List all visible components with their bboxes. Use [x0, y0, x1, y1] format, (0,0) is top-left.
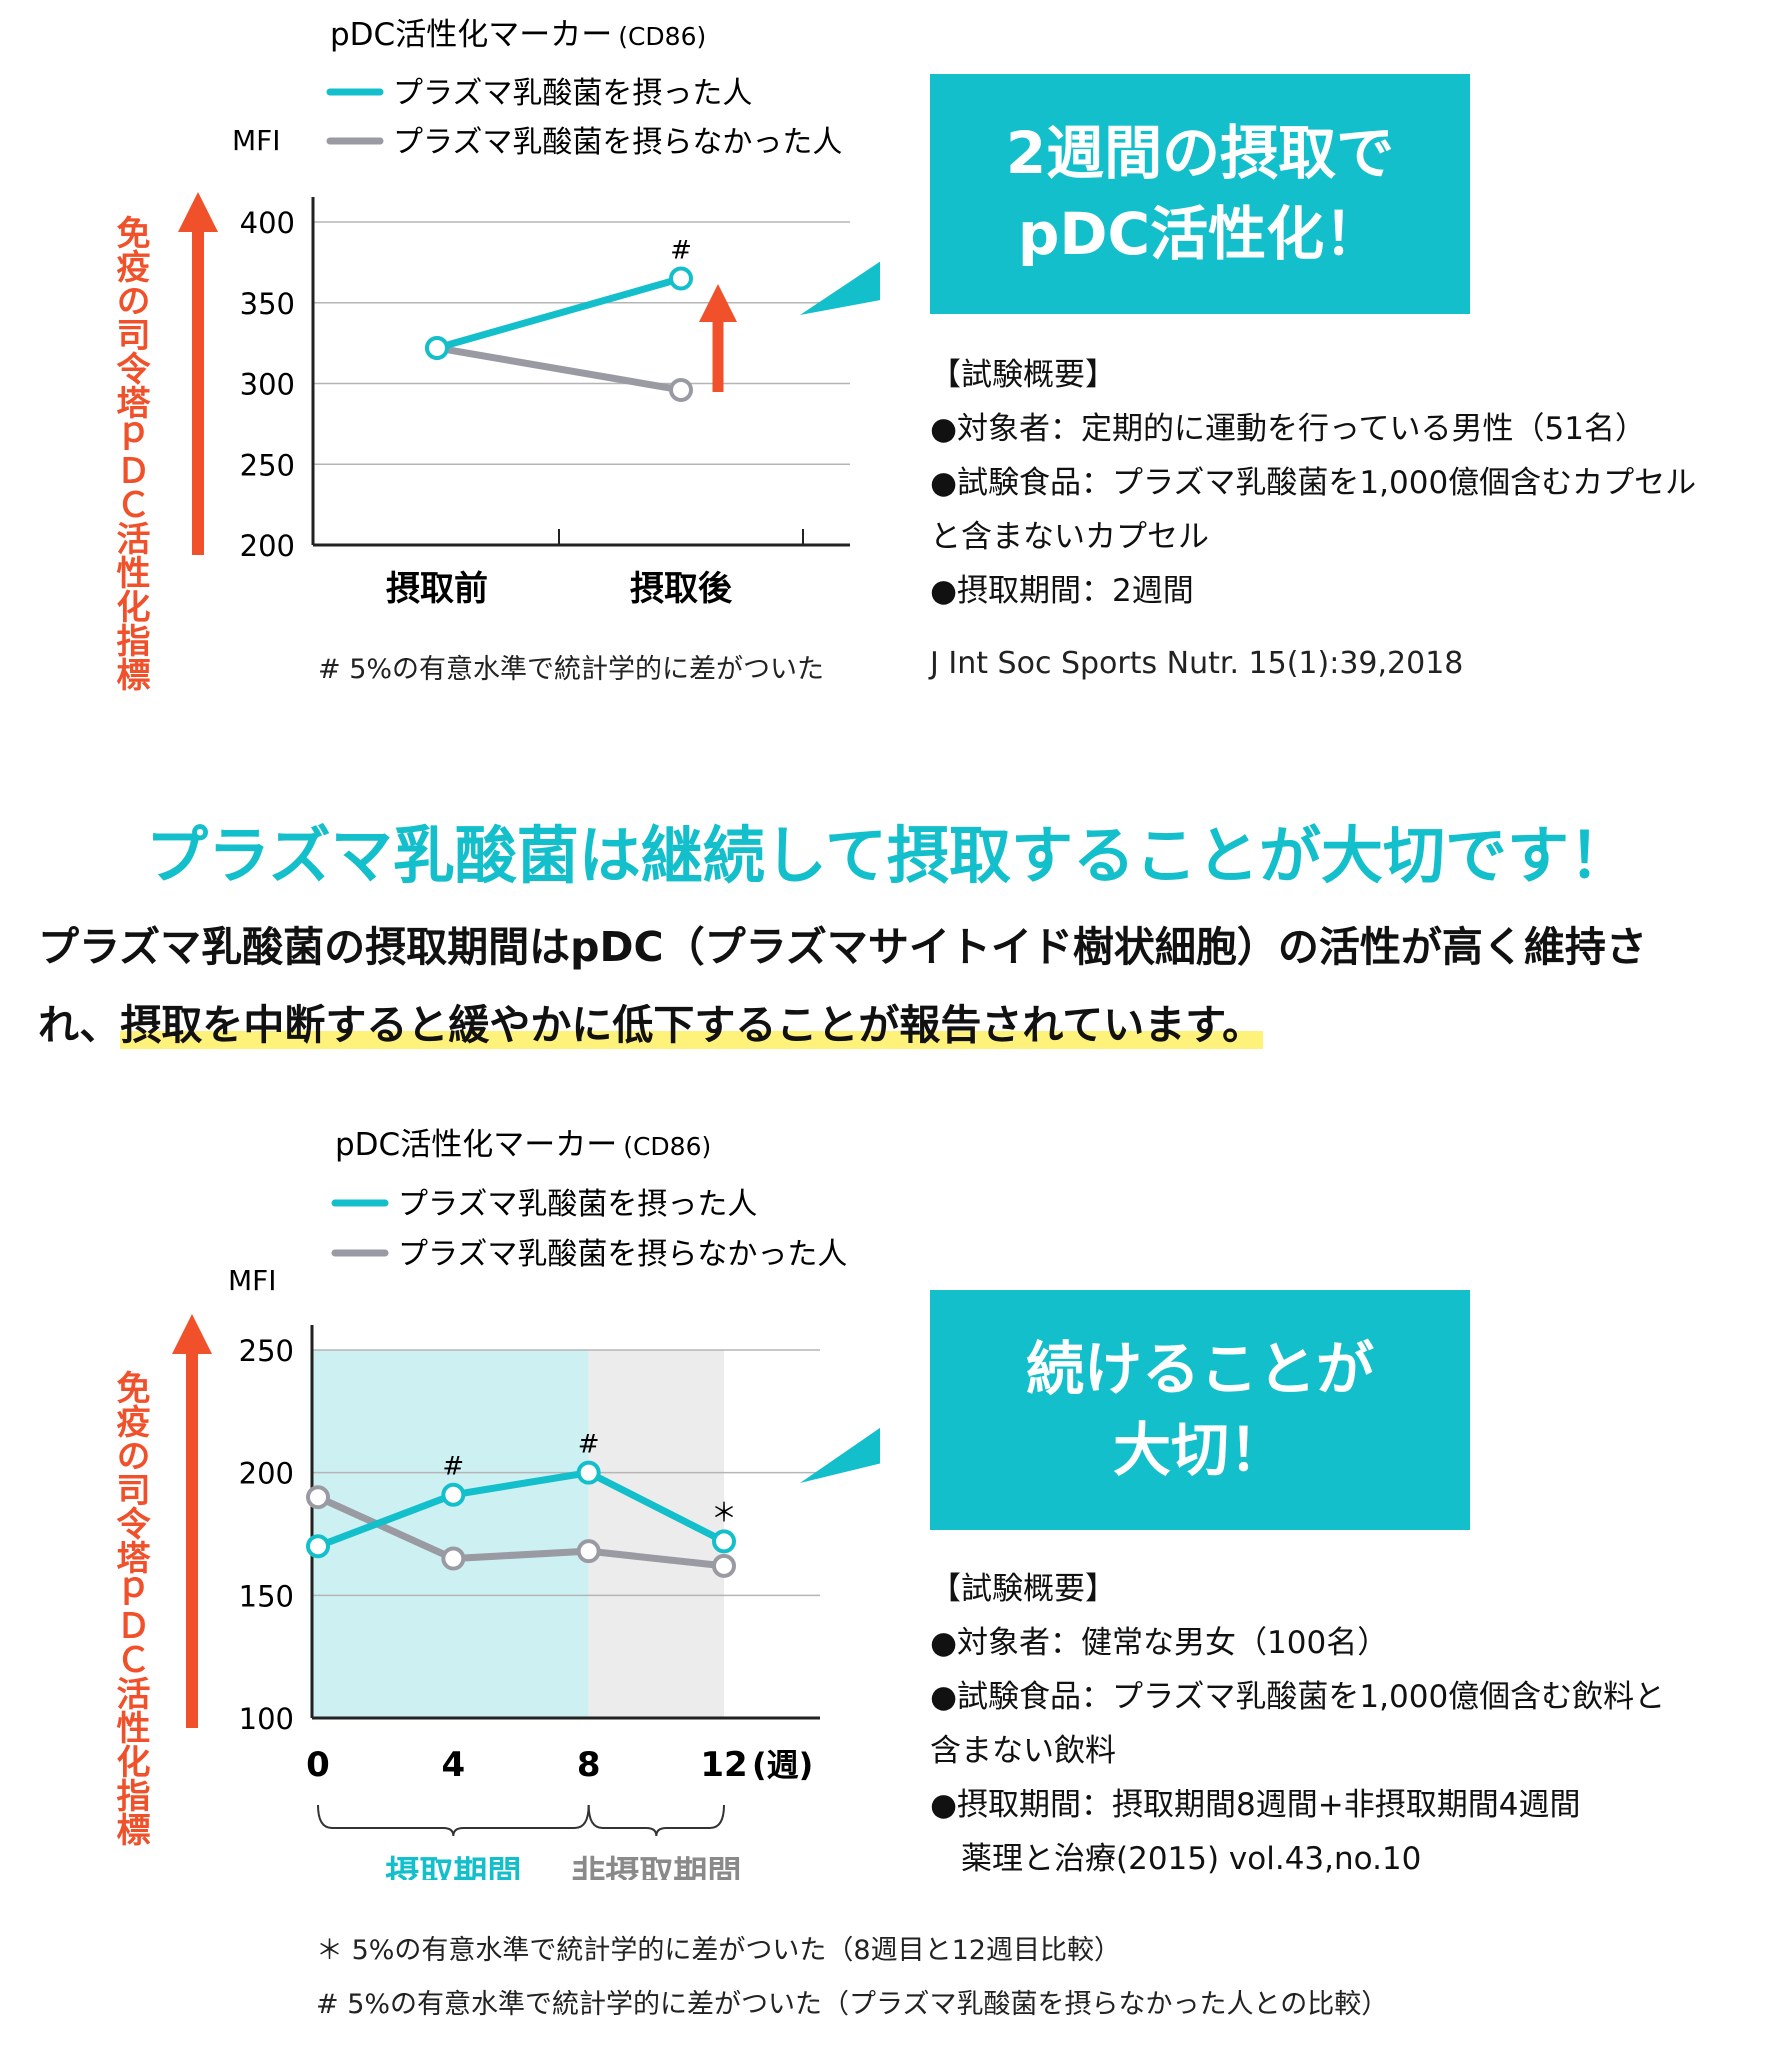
- y-tick-label: 250: [240, 448, 295, 482]
- y-tick-label: 250: [239, 1334, 294, 1368]
- data-point: [306, 1485, 330, 1510]
- summary-bottom-line-6: 薬理と治療(2015) vol.43,no.10: [930, 1841, 1422, 1877]
- data-point: [669, 266, 693, 291]
- y2-arrow-head: [172, 1314, 212, 1354]
- chart-1: pDC活性化マーカー (CD86) プラズマ乳酸菌を摂った人 プラズマ乳酸菌を摂ら…: [110, 17, 880, 691]
- chart-1-unit: MFI: [232, 124, 281, 157]
- chart-1-ylabel: 免疫の司令塔ｐＤＣ活性化指標: [110, 215, 150, 691]
- y-arrow-head: [178, 192, 218, 232]
- summary-top-line-5: ●摂取期間：2週間: [930, 573, 1194, 609]
- callout-bottom: 続けることが 大切！: [930, 1290, 1470, 1530]
- significance-mark: #: [578, 1430, 600, 1460]
- y-tick-label: 200: [240, 529, 295, 563]
- intro-line-1: プラズマ乳酸菌の摂取期間はpDC（プラズマサイトイド樹状細胞）の活性が高く維持さ: [38, 923, 1647, 971]
- y-tick-label: 300: [240, 368, 295, 402]
- data-point: [425, 335, 449, 360]
- summary-top-line-4: と含まないカプセル: [930, 519, 1209, 555]
- x-tick-label: 8: [577, 1745, 601, 1785]
- data-point: [712, 1529, 736, 1554]
- x-tick-label: 12: [700, 1745, 747, 1785]
- intro-line-2-prefix: れ、: [38, 1001, 121, 1049]
- callout-bottom-line-1: 続けることが: [1025, 1334, 1374, 1403]
- intro-paragraph: プラズマ乳酸菌の摂取期間はpDC（プラズマサイトイド樹状細胞）の活性が高く維持さ…: [38, 908, 1758, 1064]
- data-point: [441, 1546, 466, 1571]
- summary-bottom-line-1: 【試験概要】: [930, 1571, 1116, 1607]
- period-bracket: [317, 1804, 590, 1837]
- x-tick-label: 4: [441, 1745, 465, 1785]
- data-point: [712, 1553, 736, 1578]
- data-point: [576, 1460, 601, 1485]
- summary-top-line-2: ●対象者：定期的に運動を行っている男性（51名）: [930, 411, 1646, 447]
- headline: プラズマ乳酸菌は継続して摂取することが大切です！: [146, 819, 1631, 892]
- series-line: [316, 1469, 726, 1550]
- chart-2-title: pDC活性化マーカー (CD86): [335, 1127, 711, 1163]
- chart-2-note-1: ＊ 5%の有意水準で統計学的に差がついた（8週目と12週目比較）: [316, 1935, 1121, 1966]
- y-tick-label: 200: [239, 1457, 294, 1491]
- series-line: [436, 275, 682, 352]
- chart-2: pDC活性化マーカー (CD86) プラズマ乳酸菌を摂った人 プラズマ乳酸菌を摂ら…: [110, 1127, 880, 1880]
- x-unit-label: (週): [752, 1746, 813, 1784]
- data-point: [441, 1482, 466, 1507]
- summary-bottom-line-2: ●対象者：健常な男女（100名）: [930, 1625, 1389, 1661]
- x-tick-label: 0: [306, 1745, 330, 1785]
- summary-bottom-line-4: 含まない飲料: [930, 1733, 1116, 1769]
- intro-highlight: 摂取を中断すると緩やかに低下することが報告されています。: [120, 1001, 1264, 1049]
- summary-top: 【試験概要】 ●対象者：定期的に運動を行っている男性（51名） ●試験食品：プラ…: [930, 348, 1696, 618]
- significance-mark: ＊: [711, 1498, 737, 1528]
- chart-2-note-2: # 5%の有意水準で統計学的に差がついた（プラズマ乳酸菌を摂らなかった人との比較…: [316, 1989, 1389, 2020]
- chart-1-title: pDC活性化マーカー (CD86): [330, 17, 706, 53]
- y-tick-label: 150: [239, 1579, 294, 1613]
- legend2-label-not-taken: プラズマ乳酸菌を摂らなかった人: [398, 1237, 847, 1272]
- chart-2-unit: MFI: [228, 1264, 277, 1297]
- data-point: [669, 377, 693, 402]
- legend-label-not-taken: プラズマ乳酸菌を摂らなかった人: [393, 125, 842, 160]
- summary-bottom-line-3: ●試験食品：プラズマ乳酸菌を1,000億個含む飲料と: [930, 1679, 1666, 1715]
- x-tick-label: 摂取後: [630, 569, 733, 609]
- citation-top: J Int Soc Sports Nutr. 15(1):39,2018: [930, 646, 1464, 681]
- data-point: [306, 1534, 330, 1559]
- chart-2-ylabel: 免疫の司令塔ｐＤＣ活性化指標: [110, 1370, 150, 1846]
- summary-bottom: 【試験概要】 ●対象者：健常な男女（100名） ●試験食品：プラズマ乳酸菌を1,…: [930, 1562, 1665, 1886]
- legend2-label-taken: プラズマ乳酸菌を摂った人: [398, 1187, 757, 1222]
- period-label: 非摂取期間: [571, 1854, 741, 1880]
- summary-top-line-1: 【試験概要】: [930, 357, 1116, 393]
- y-tick-label: 350: [240, 287, 295, 321]
- summary-bottom-line-5: ●摂取期間：摂取期間8週間+非摂取期間4週間: [930, 1787, 1581, 1823]
- significance-mark: #: [442, 1452, 464, 1482]
- series-line: [316, 1494, 725, 1570]
- callout-top-line-2: pDC活性化！: [1017, 200, 1383, 268]
- period-band: [588, 1350, 724, 1718]
- callout-1-pointer: [800, 261, 880, 315]
- increase-arrow-head: [699, 284, 737, 322]
- callout-2-pointer: [800, 1427, 880, 1483]
- x-tick-label: 摂取前: [386, 569, 488, 609]
- period-label: 摂取期間: [385, 1854, 521, 1880]
- y-tick-label: 100: [239, 1702, 294, 1736]
- significance-mark: #: [670, 236, 692, 266]
- period-bracket: [587, 1804, 725, 1837]
- callout-top-line-1: 2週間の摂取で: [1005, 118, 1395, 187]
- callout-top: 2週間の摂取で pDC活性化！: [930, 74, 1470, 314]
- chart-1-note: # 5%の有意水準で統計学的に差がついた: [318, 654, 825, 685]
- series-line: [436, 344, 682, 394]
- intro-line-2: れ、摂取を中断すると緩やかに低下することが報告されています。: [38, 986, 1758, 1064]
- summary-top-line-3: ●試験食品：プラズマ乳酸菌を1,000億個含むカプセル: [930, 465, 1697, 501]
- callout-bottom-line-2: 大切！: [1112, 1416, 1287, 1484]
- legend-label-taken: プラズマ乳酸菌を摂った人: [393, 76, 752, 111]
- y-tick-label: 400: [240, 206, 295, 240]
- data-point: [576, 1539, 601, 1564]
